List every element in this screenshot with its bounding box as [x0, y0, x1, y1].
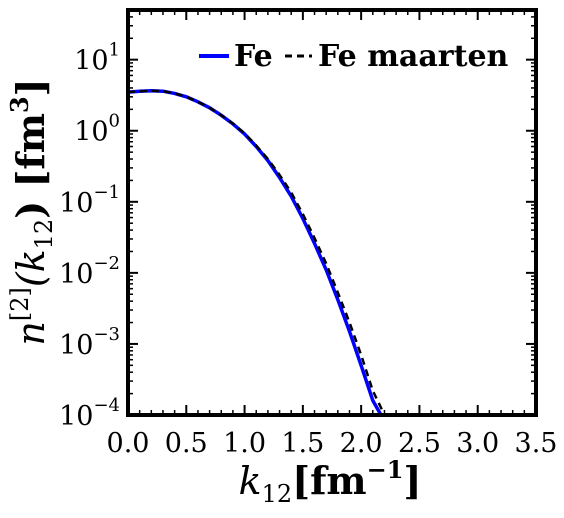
legend-label-fe: Fe: [234, 39, 273, 74]
y-axis-unit-exp: 3: [5, 96, 34, 113]
legend-label-fe-maarten: Fe maarten: [318, 39, 509, 74]
y-axis-close: ]: [8, 78, 53, 96]
plot-curves: [128, 89, 386, 415]
y-tick-label: 10−1: [59, 182, 120, 219]
x-tick-label: 1.0: [223, 428, 266, 459]
x-tick-labels: 0.0 0.5 1.0 1.5 2.0 2.5 3.0 3.5: [107, 428, 558, 459]
series-line-fe: [128, 89, 383, 415]
series-line-fe-maarten: [128, 89, 386, 415]
y-axis-sub: 12: [30, 219, 58, 250]
y-axis-sup: [2]: [6, 287, 34, 321]
y-tick-label: 10−4: [59, 395, 120, 432]
y-axis-open: (k: [9, 249, 53, 287]
x-tick-label: 1.5: [281, 428, 324, 459]
x-tick-label: 3.0: [456, 428, 499, 459]
x-tick-label: 0.5: [165, 428, 208, 459]
axis-ticks: [127, 9, 537, 416]
x-tick-label: 2.0: [340, 428, 383, 459]
x-axis-var: k: [239, 459, 262, 503]
x-axis-sub: 12: [262, 480, 293, 508]
y-axis-var: n: [9, 321, 53, 345]
x-tick-label: 2.5: [398, 428, 441, 459]
x-axis-unit-exp: −1: [367, 455, 404, 484]
y-tick-label: 101: [74, 40, 120, 77]
y-tick-label: 10−3: [59, 324, 120, 361]
x-axis-close: ]: [403, 458, 421, 503]
y-tick-labels: 101 100 10−1 10−2 10−3 10−4: [59, 40, 120, 432]
x-tick-label: 0.0: [107, 428, 150, 459]
y-tick-label: 100: [74, 111, 120, 148]
legend: Fe Fe maarten: [199, 39, 509, 74]
x-axis-title: k12[fm−1]: [239, 455, 422, 508]
y-axis-mid: ) [fm: [8, 113, 53, 219]
y-tick-label: 10−2: [59, 253, 120, 290]
x-axis-unit: [fm: [292, 458, 367, 503]
y-axis-title: n[2](k12) [fm3]: [5, 78, 58, 345]
x-tick-label: 3.5: [515, 428, 558, 459]
